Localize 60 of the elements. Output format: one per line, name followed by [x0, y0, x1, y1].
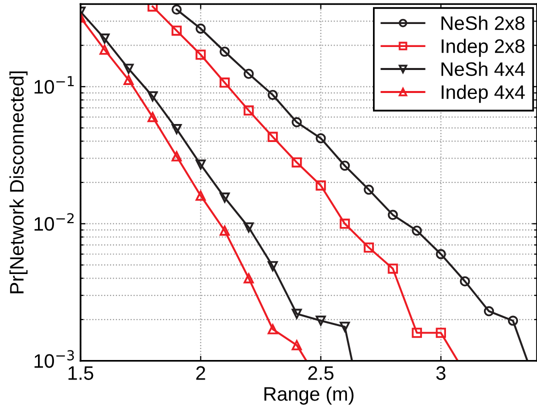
point — [196, 50, 206, 60]
point — [364, 184, 374, 195]
point — [292, 157, 302, 168]
x-tick-label: 2 — [196, 366, 206, 380]
point — [292, 340, 302, 350]
point — [436, 328, 446, 338]
point — [220, 192, 230, 203]
point — [244, 222, 254, 232]
point — [340, 218, 350, 229]
point — [484, 306, 494, 316]
point — [460, 276, 470, 286]
point — [244, 273, 254, 284]
point — [412, 226, 422, 236]
y-tick-label: 10$^{−1}$ — [34, 76, 74, 94]
point — [268, 132, 278, 142]
point — [196, 190, 206, 201]
point — [412, 328, 422, 338]
legend-label: NeSh 2x8 — [442, 16, 524, 30]
point — [172, 26, 182, 36]
y-tick-label: 10$^{−2}$ — [34, 213, 74, 231]
point — [100, 44, 110, 55]
point — [292, 117, 302, 128]
point — [268, 324, 278, 334]
point — [340, 160, 350, 171]
point — [316, 316, 326, 326]
point — [172, 124, 182, 134]
point — [196, 160, 206, 170]
point — [244, 68, 254, 79]
point — [124, 64, 134, 74]
point — [268, 90, 278, 100]
point — [244, 105, 254, 116]
x-tick-label: 3 — [436, 366, 446, 380]
legend-label: Indep 2x8 — [442, 38, 524, 57]
point — [388, 210, 398, 220]
x-tick-label: 2.5 — [308, 366, 334, 380]
point — [340, 322, 350, 332]
point — [292, 308, 302, 319]
legend-label: NeSh 4x4 — [442, 62, 525, 76]
legend-label: Indep 4x4 — [442, 84, 525, 103]
x-axis-title: Range (m) — [264, 386, 354, 405]
point — [508, 316, 518, 326]
point — [220, 46, 230, 57]
point — [172, 4, 182, 15]
y-axis-title: Pr[Network Disconnected] — [9, 71, 28, 294]
point — [148, 4, 158, 12]
point — [316, 133, 326, 144]
point — [364, 242, 374, 253]
point — [268, 261, 278, 272]
point — [220, 78, 230, 88]
point — [172, 151, 182, 162]
point — [196, 24, 206, 34]
point — [388, 264, 398, 274]
point — [220, 226, 230, 236]
point — [436, 249, 446, 260]
x-tick-label: 1.5 — [68, 366, 94, 380]
point — [316, 180, 326, 191]
point — [124, 74, 134, 85]
point — [148, 91, 158, 102]
point — [148, 112, 158, 122]
point — [100, 34, 110, 44]
